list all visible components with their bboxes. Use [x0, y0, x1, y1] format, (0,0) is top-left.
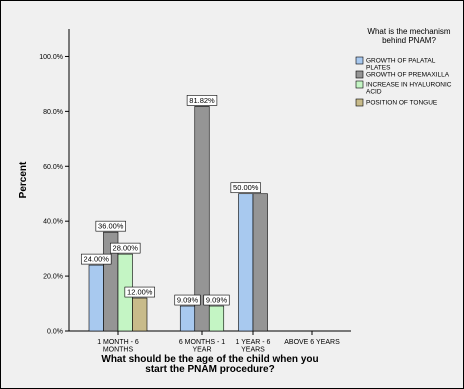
legend-entry: GROWTH OF PALATAL PLATES: [355, 56, 436, 72]
data-label-text: 81.82%: [189, 96, 215, 105]
data-label: 28.00%: [110, 242, 141, 254]
data-label-box: [186, 95, 218, 106]
x-axis-title: What should be the age of the child when…: [101, 354, 318, 375]
data-label-text: 9.09%: [177, 296, 199, 305]
data-label-text: 28.00%: [113, 244, 139, 253]
bar: [132, 297, 148, 332]
data-label: 12.00%: [124, 286, 155, 298]
y-tick-label: 60.0%: [43, 164, 63, 171]
legend-entry: INCREASE IN HYALURONIC ACID: [355, 80, 452, 96]
y-axis-title: Percent: [18, 161, 29, 198]
data-label: 36.00%: [95, 220, 126, 232]
legend-label: GROWTH OF PALATAL PLATES: [366, 58, 436, 72]
y-tick-label: 40.0%: [43, 219, 63, 226]
data-label-box: [203, 294, 230, 306]
legend-swatch: [355, 98, 364, 107]
data-label-box: [81, 253, 112, 265]
bar: [88, 264, 104, 332]
data-label-text: 12.00%: [127, 288, 153, 297]
bar: [238, 193, 254, 332]
data-label: 9.09%: [203, 294, 230, 306]
y-tick-label: 0.0%: [47, 329, 63, 336]
data-label-text: 24.00%: [84, 255, 110, 264]
data-label-box: [230, 182, 261, 194]
bar: [179, 305, 196, 332]
legend-swatch: [355, 70, 364, 79]
y-tick-label: 80.0%: [43, 109, 63, 116]
legend-title: What is the mechanism behind PNAM?: [367, 27, 450, 45]
data-label: 9.09%: [174, 294, 201, 306]
legend-label: POSITION OF TONGUE: [366, 100, 438, 107]
data-label-box: [174, 294, 201, 306]
data-label-box: [124, 286, 155, 298]
legend: What is the mechanism behind PNAM? GROWTH …: [355, 27, 452, 107]
legend-swatch: [355, 56, 364, 65]
data-label: 24.00%: [81, 253, 112, 265]
data-label: 81.82%: [186, 95, 218, 106]
x-tick-label: 6 MONTHS - 1 YEAR: [179, 339, 225, 354]
legend-label: GROWTH OF PREMAXILLA: [366, 72, 450, 79]
x-tick-label: 1 YEAR - 6 YEARS: [236, 339, 271, 354]
data-label-box: [110, 242, 141, 254]
x-tick-label: ABOVE 6 YEARS: [284, 339, 340, 346]
data-label-text: 9.09%: [206, 296, 228, 305]
bar: [252, 193, 268, 332]
legend-entry: POSITION OF TONGUE: [355, 98, 438, 107]
legend-swatch: [355, 80, 364, 89]
data-label-box: [95, 220, 126, 232]
data-label-text: 36.00%: [98, 222, 124, 231]
bar: [208, 305, 225, 332]
legend-entry: GROWTH OF PREMAXILLA: [355, 70, 450, 79]
data-label: 50.00%: [230, 182, 261, 194]
y-tick-label: 100.0%: [39, 54, 63, 61]
y-tick-label: 20.0%: [43, 274, 63, 281]
data-label-text: 50.00%: [233, 183, 259, 192]
legend-label: INCREASE IN HYALURONIC ACID: [366, 82, 452, 96]
bar: [194, 106, 210, 332]
x-tick-label: 1 MONTH - 6 MONTHS: [97, 339, 139, 354]
